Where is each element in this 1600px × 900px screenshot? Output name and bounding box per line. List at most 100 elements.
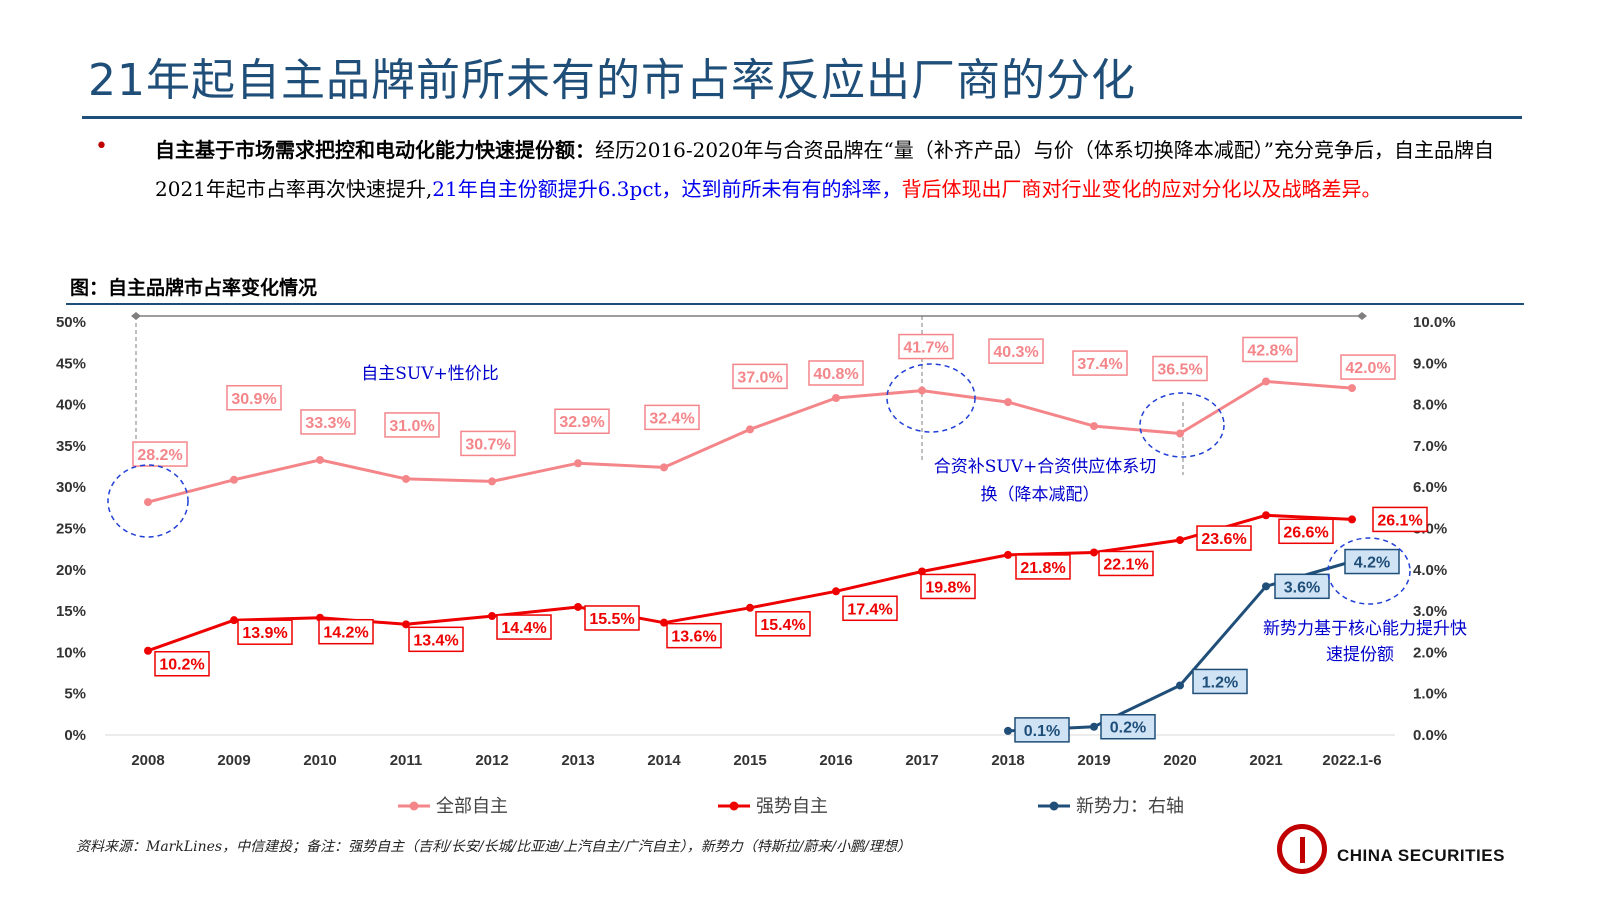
- bullet-paragraph: 自主基于市场需求把控和电动化能力快速提份额：经历2016-2020年与合资品牌在…: [155, 131, 1525, 209]
- series-point: [1348, 515, 1356, 524]
- x-tick-label: 2016: [819, 752, 852, 769]
- x-tick-label: 2018: [991, 752, 1024, 769]
- y-right-tick-label: 7.0%: [1413, 438, 1447, 455]
- y-right-tick-label: 4.0%: [1413, 562, 1447, 579]
- y-right-tick-label: 1.0%: [1413, 686, 1447, 703]
- data-label-box: [1152, 355, 1208, 382]
- y-right-tick-label: 9.0%: [1413, 355, 1447, 372]
- highlight-ellipse: [1139, 392, 1225, 458]
- y-left-tick-label: 30%: [56, 479, 86, 496]
- series-point: [1176, 429, 1184, 438]
- data-label: 32.4%: [649, 410, 694, 427]
- source-note: 资料来源：MarkLines，中信建投；备注：强势自主（吉利/长安/长城/比亚迪…: [76, 839, 911, 855]
- data-label: 28.2%: [137, 447, 182, 464]
- y-left-tick-label: 5%: [64, 686, 86, 703]
- series-point: [1176, 536, 1184, 545]
- y-right-tick-label: 10.0%: [1413, 314, 1456, 331]
- data-label-box: [300, 409, 356, 435]
- y-right-tick-label: 2.0%: [1413, 644, 1447, 661]
- data-label: 14.4%: [501, 620, 546, 637]
- data-label: 0.1%: [1024, 723, 1060, 740]
- data-label-box: [237, 619, 293, 645]
- series-point: [1090, 422, 1098, 431]
- x-tick-label: 2021: [1249, 752, 1282, 769]
- y-right-tick-label: 6.0%: [1413, 479, 1447, 496]
- data-label-box: [1274, 573, 1330, 600]
- data-label-box: [554, 408, 610, 434]
- series-point: [144, 646, 152, 655]
- x-tick-label: 2008: [131, 752, 164, 769]
- data-label-box: [1100, 713, 1156, 740]
- data-label-box: [154, 650, 210, 677]
- x-tick-label: 2020: [1163, 752, 1196, 769]
- series-point: [230, 475, 238, 484]
- data-label-box: [384, 412, 440, 438]
- data-label: 17.4%: [847, 601, 892, 618]
- y-left-tick-label: 15%: [56, 603, 86, 620]
- series-point: [918, 567, 926, 576]
- x-tick-label: 2022.1-6: [1322, 752, 1381, 769]
- y-left-tick-label: 25%: [56, 521, 86, 538]
- y-left-tick-label: 0%: [64, 727, 86, 744]
- data-label-box: [1098, 550, 1154, 577]
- series-point: [1348, 384, 1356, 393]
- data-label-box: [460, 430, 516, 457]
- legend-label: 强势自主: [756, 796, 828, 817]
- data-label-box: [1192, 668, 1248, 695]
- data-label: 19.8%: [925, 579, 970, 596]
- data-label: 13.6%: [671, 629, 716, 646]
- data-label-box: [1278, 518, 1334, 545]
- data-label-box: [1014, 717, 1070, 743]
- data-label-box: [898, 333, 954, 360]
- series-point: [488, 477, 496, 486]
- data-label-box: [584, 605, 640, 631]
- data-label: 36.5%: [1157, 362, 1202, 379]
- data-label-box: [808, 360, 864, 386]
- highlight-ellipse: [886, 363, 976, 433]
- y-left-tick-label: 35%: [56, 438, 86, 455]
- data-label: 15.5%: [589, 611, 634, 628]
- data-label: 37.4%: [1077, 356, 1122, 373]
- series-point: [402, 620, 410, 629]
- data-label-box: [1015, 554, 1071, 580]
- data-label: 40.8%: [813, 366, 858, 383]
- data-label: 3.6%: [1284, 579, 1320, 596]
- data-label: 37.0%: [737, 369, 782, 386]
- x-tick-label: 2013: [561, 752, 594, 769]
- y-right-tick-label: 3.0%: [1413, 603, 1447, 620]
- title-divider: [82, 116, 1522, 119]
- series-point: [1090, 722, 1098, 731]
- logo-mark-icon: [1277, 824, 1327, 874]
- data-label: 26.1%: [1377, 512, 1422, 529]
- series-point: [1262, 582, 1270, 591]
- y-left-tick-label: 10%: [56, 644, 86, 661]
- x-tick-label: 2015: [733, 752, 766, 769]
- data-label: 14.2%: [323, 625, 368, 642]
- data-label: 0.2%: [1110, 720, 1146, 737]
- x-tick-label: 2011: [390, 752, 423, 769]
- bullet-highlight-red: 背后体现出厂商对行业变化的应对分化以及战略差异。: [901, 177, 1382, 201]
- y-left-tick-label: 50%: [56, 314, 86, 331]
- data-label-box: [1340, 354, 1396, 380]
- series-point: [144, 498, 152, 507]
- data-label-box: [132, 441, 188, 467]
- data-label: 10.2%: [159, 657, 204, 674]
- series-point: [746, 425, 754, 434]
- figure-title: 图：自主品牌市占率变化情况: [70, 277, 318, 299]
- legend-marker: [1049, 801, 1059, 811]
- data-label: 42.8%: [1247, 342, 1292, 359]
- data-label: 32.9%: [559, 414, 604, 431]
- series-point: [1262, 511, 1270, 520]
- figure-divider: [66, 303, 1524, 305]
- data-label-box: [318, 618, 374, 645]
- data-label-box: [755, 611, 811, 637]
- series-point: [574, 459, 582, 468]
- data-label: 30.7%: [465, 436, 510, 453]
- y-left-tick-label: 20%: [56, 562, 86, 579]
- annotation-text: 新势力基于核心能力提升快: [1263, 619, 1467, 639]
- highlight-ellipse: [1327, 537, 1411, 605]
- china-securities-logo: CHINA SECURITIES: [1277, 820, 1537, 885]
- annotation-text: 速提份额: [1326, 645, 1394, 665]
- data-label: 4.2%: [1354, 555, 1390, 572]
- legend-marker: [409, 801, 419, 811]
